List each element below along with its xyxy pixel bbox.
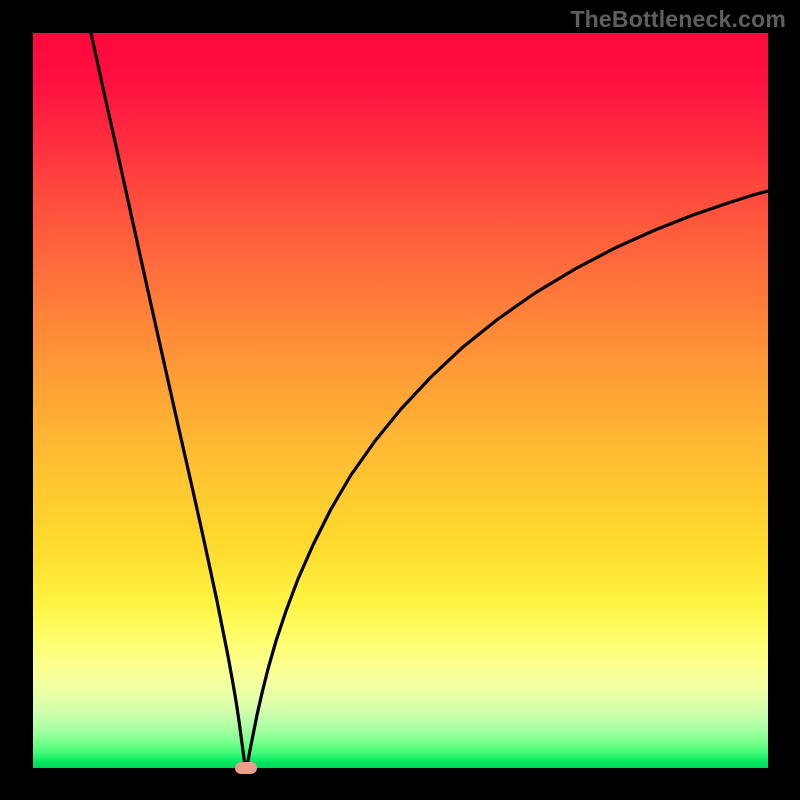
chart-root: TheBottleneck.com xyxy=(0,0,800,800)
watermark-text: TheBottleneck.com xyxy=(570,6,786,33)
curve-svg xyxy=(33,33,768,768)
plot-area xyxy=(33,33,768,768)
minimum-marker xyxy=(235,762,257,774)
bottleneck-curve xyxy=(91,33,768,768)
